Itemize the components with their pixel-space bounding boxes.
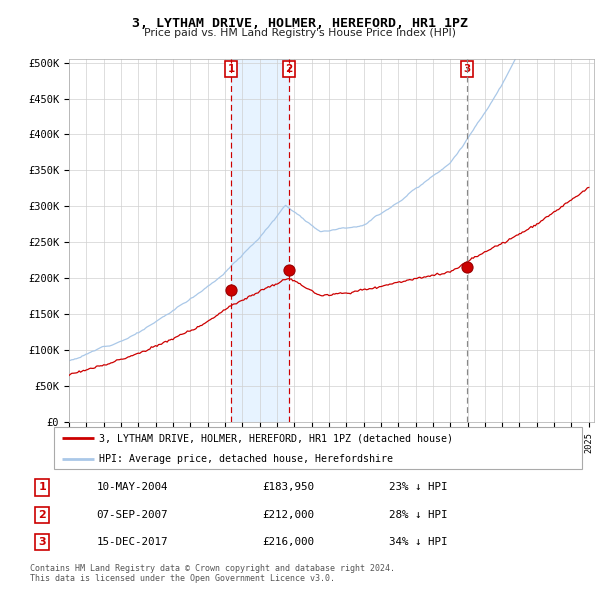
Text: HPI: Average price, detached house, Herefordshire: HPI: Average price, detached house, Here… xyxy=(99,454,393,464)
Text: 3, LYTHAM DRIVE, HOLMER, HEREFORD, HR1 1PZ: 3, LYTHAM DRIVE, HOLMER, HEREFORD, HR1 1… xyxy=(132,17,468,30)
Text: 34% ↓ HPI: 34% ↓ HPI xyxy=(389,537,448,547)
Text: Price paid vs. HM Land Registry's House Price Index (HPI): Price paid vs. HM Land Registry's House … xyxy=(144,28,456,38)
Bar xyxy=(231,59,289,422)
FancyBboxPatch shape xyxy=(54,427,582,469)
Text: 28% ↓ HPI: 28% ↓ HPI xyxy=(389,510,448,520)
Text: 2: 2 xyxy=(285,64,293,74)
Text: £183,950: £183,950 xyxy=(262,483,314,493)
Text: 15-DEC-2017: 15-DEC-2017 xyxy=(96,537,168,547)
Text: £212,000: £212,000 xyxy=(262,510,314,520)
Text: 3: 3 xyxy=(463,64,470,74)
Text: This data is licensed under the Open Government Licence v3.0.: This data is licensed under the Open Gov… xyxy=(30,574,335,583)
Text: 3, LYTHAM DRIVE, HOLMER, HEREFORD, HR1 1PZ (detached house): 3, LYTHAM DRIVE, HOLMER, HEREFORD, HR1 1… xyxy=(99,434,453,444)
Text: £216,000: £216,000 xyxy=(262,537,314,547)
Text: 3: 3 xyxy=(38,537,46,547)
Text: 10-MAY-2004: 10-MAY-2004 xyxy=(96,483,168,493)
Text: 2: 2 xyxy=(38,510,46,520)
Text: 1: 1 xyxy=(227,64,235,74)
Text: Contains HM Land Registry data © Crown copyright and database right 2024.: Contains HM Land Registry data © Crown c… xyxy=(30,563,395,572)
Text: 23% ↓ HPI: 23% ↓ HPI xyxy=(389,483,448,493)
Text: 1: 1 xyxy=(38,483,46,493)
Text: 07-SEP-2007: 07-SEP-2007 xyxy=(96,510,168,520)
